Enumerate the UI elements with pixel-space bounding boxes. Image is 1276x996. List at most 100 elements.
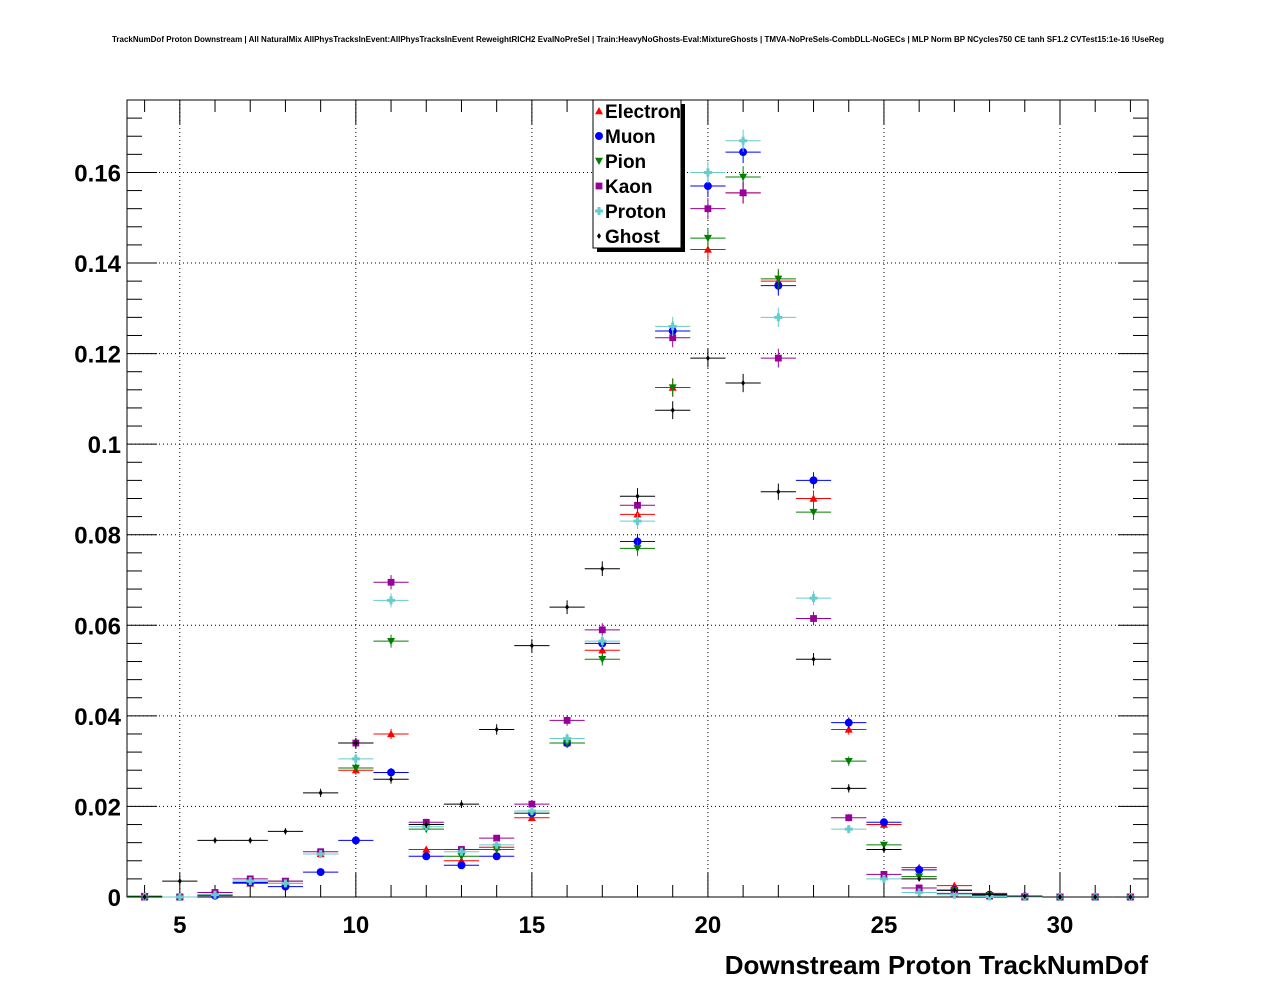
x-tick-label: 10 [342, 912, 369, 939]
marker-square [880, 870, 888, 878]
data-point [901, 888, 937, 897]
marker-square [669, 334, 677, 342]
data-point [127, 894, 163, 900]
marker-square [595, 182, 603, 190]
marker-circle [316, 868, 325, 877]
y-tick-label: 0 [108, 885, 121, 912]
data-points [127, 129, 1148, 901]
legend-label: Kaon [605, 177, 653, 198]
data-point [408, 845, 444, 853]
marker-diamond [1093, 894, 1098, 900]
data-point [408, 852, 444, 861]
data-point [443, 847, 480, 856]
data-point [760, 307, 796, 328]
data-point [690, 227, 726, 249]
y-tick-label: 0.16 [74, 160, 121, 187]
marker-triangle-up [422, 845, 431, 853]
data-point [795, 653, 832, 666]
x-tick-label: 15 [519, 912, 546, 939]
marker-cross [633, 517, 642, 526]
data-point [338, 738, 374, 749]
marker-triangle-up [809, 494, 818, 502]
marker-diamond [1057, 894, 1062, 900]
x-tick-label: 30 [1047, 912, 1074, 939]
x-tick-label: 20 [695, 912, 722, 939]
marker-triangle-up [703, 245, 712, 253]
marker-circle [809, 476, 818, 485]
marker-cross [595, 207, 603, 215]
marker-triangle-down [668, 384, 677, 392]
marker-cross [175, 893, 184, 901]
marker-diamond [565, 604, 570, 611]
marker-triangle-down [595, 157, 603, 165]
data-point [232, 877, 268, 886]
series-ghost [127, 348, 1148, 900]
data-point [197, 890, 233, 899]
data-point [760, 268, 796, 289]
data-point [795, 472, 832, 489]
marker-diamond [318, 789, 323, 796]
data-point [338, 836, 374, 845]
marker-cross [879, 874, 888, 883]
marker-cross [492, 840, 501, 849]
data-point [725, 182, 761, 204]
data-point [479, 834, 515, 842]
marker-diamond [494, 726, 499, 733]
y-tick-label: 0.14 [74, 251, 121, 278]
marker-square [598, 626, 606, 634]
marker-diamond [881, 846, 886, 853]
marker-cross [316, 849, 325, 858]
marker-circle [703, 182, 712, 191]
x-tick-label: 25 [871, 912, 898, 939]
data-point [795, 490, 832, 507]
marker-square [739, 189, 747, 197]
marker-diamond [776, 488, 781, 495]
marker-cross [211, 890, 220, 899]
marker-square [774, 354, 782, 362]
marker-circle [915, 865, 924, 874]
data-point [866, 818, 902, 827]
data-point [971, 891, 1008, 898]
data-point [373, 774, 409, 784]
data-point [303, 788, 339, 797]
data-point [373, 593, 409, 608]
data-point [831, 756, 867, 766]
data-point [725, 373, 761, 393]
marker-cross [809, 594, 818, 603]
data-point [338, 763, 374, 773]
marker-triangle-down [492, 846, 501, 854]
marker-diamond [597, 233, 601, 239]
marker-triangle-up [844, 725, 853, 733]
marker-square [915, 884, 923, 892]
marker-cross [703, 168, 712, 177]
data-point [901, 875, 937, 882]
y-tick-label: 0.06 [74, 613, 121, 640]
marker-square [528, 800, 536, 808]
data-point [795, 611, 832, 626]
data-point [443, 800, 480, 809]
marker-diamond [811, 656, 816, 663]
y-tick-label: 0.08 [74, 523, 121, 550]
data-point [338, 754, 374, 764]
data-point [197, 837, 233, 844]
data-point [479, 852, 515, 861]
legend-entry-proton: Proton [595, 202, 666, 223]
marker-triangle-down [809, 508, 818, 517]
marker-diamond [248, 837, 253, 844]
marker-circle [739, 148, 748, 157]
data-point [514, 800, 550, 809]
marker-cross [246, 877, 255, 886]
marker-triangle-down [351, 764, 360, 772]
data-point [267, 879, 304, 888]
marker-cross [457, 847, 466, 856]
marker-diamond [635, 493, 640, 500]
data-point [831, 825, 867, 834]
data-point [373, 767, 409, 777]
y-tick-label: 0.12 [74, 342, 121, 369]
series-proton [127, 129, 1148, 901]
data-point [1077, 894, 1113, 900]
marker-diamond [389, 776, 394, 783]
marker-cross [563, 734, 572, 743]
legend-entry-kaon: Kaon [595, 177, 653, 198]
marker-triangle-down [879, 841, 888, 849]
